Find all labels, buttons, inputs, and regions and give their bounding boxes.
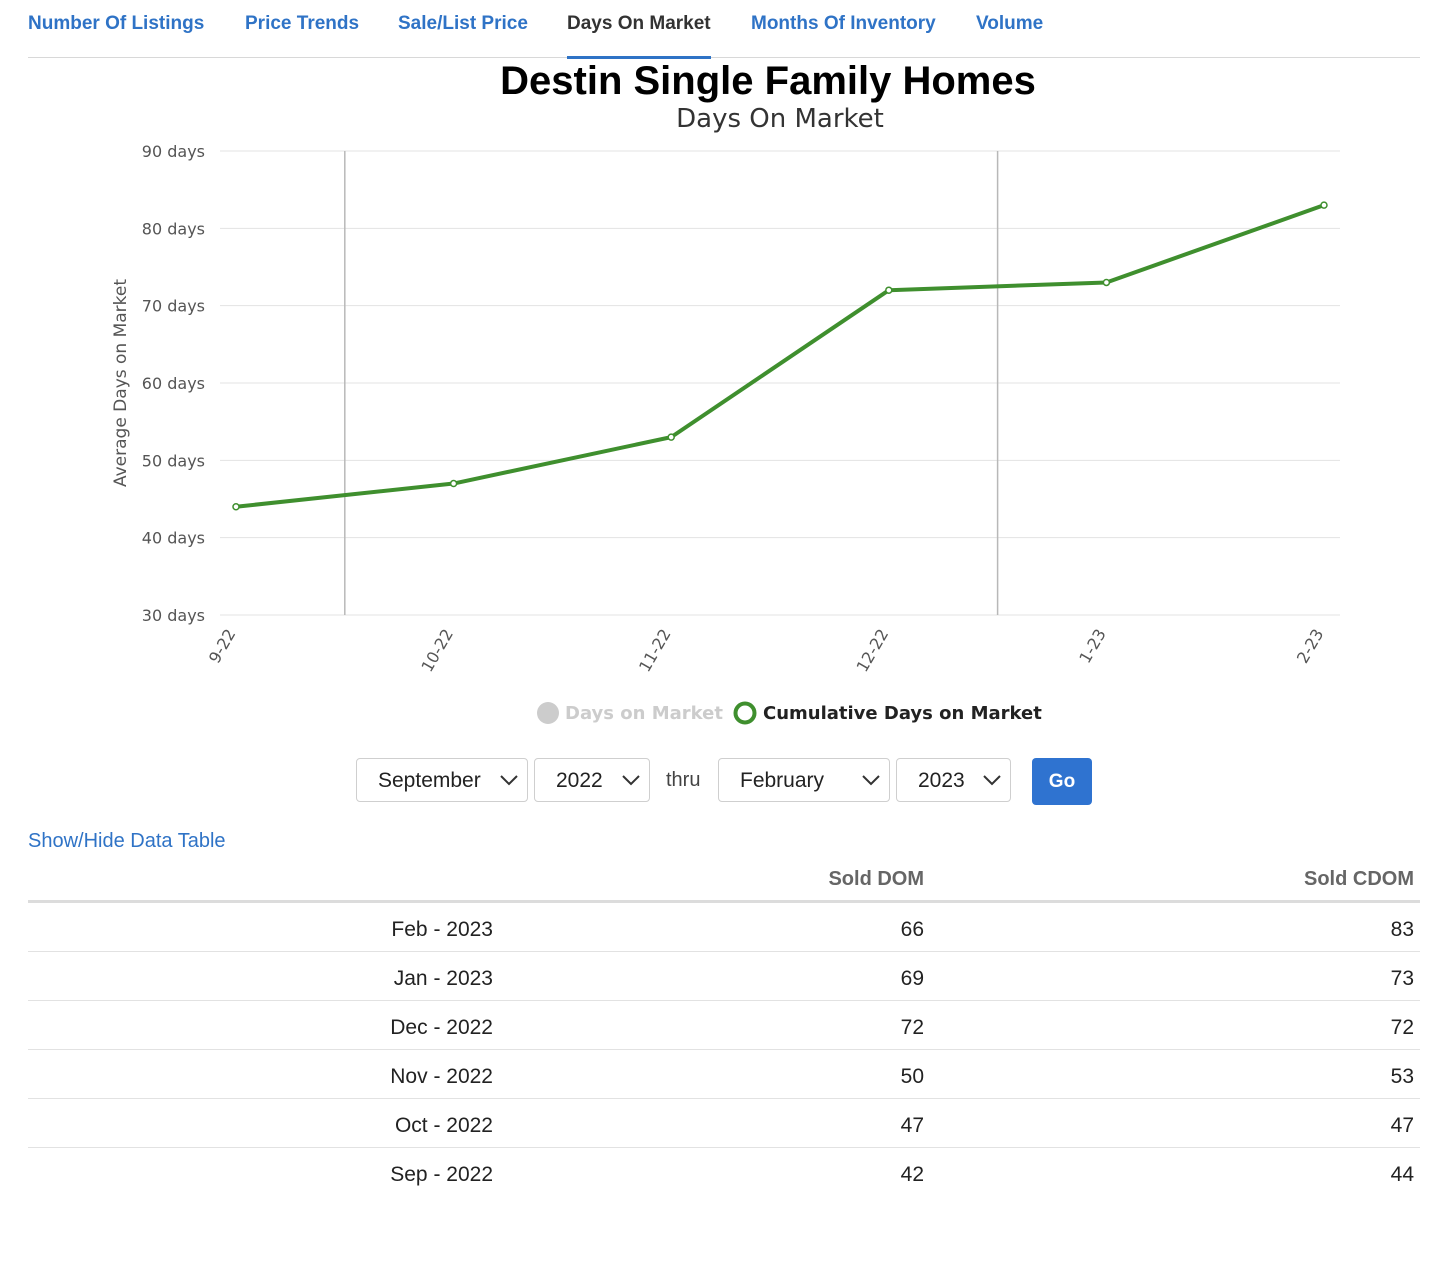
- data-point: [885, 286, 893, 294]
- row-month: Dec - 2022: [390, 1016, 493, 1039]
- row-sold-dom: 72: [900, 1016, 924, 1039]
- legend-marker-days-on-market: [537, 702, 559, 724]
- x-tick-label: 9-22: [205, 626, 240, 667]
- days-on-market-chart: Destin Single Family Homes Days On Marke…: [111, 59, 1340, 725]
- x-tick-label: 1-23: [1075, 626, 1110, 667]
- to-month-value: February: [740, 769, 825, 792]
- row-month: Nov - 2022: [390, 1065, 493, 1088]
- from-year-value: 2022: [556, 769, 603, 792]
- tab-price-trends[interactable]: Price Trends: [245, 13, 360, 34]
- tab-days-on-market[interactable]: Days On Market: [567, 13, 711, 59]
- from-month-select[interactable]: September: [356, 758, 528, 802]
- row-month: Jan - 2023: [393, 967, 493, 990]
- legend-days-on-market[interactable]: Days on Market: [537, 702, 723, 724]
- table-row: Nov - 2022 50 53: [28, 1050, 1420, 1099]
- legend-label-days-on-market: Days on Market: [565, 703, 723, 724]
- data-point: [667, 433, 675, 441]
- data-point: [449, 479, 458, 488]
- row-sold-dom: 47: [900, 1114, 924, 1137]
- header-sold-dom: Sold DOM: [828, 868, 924, 890]
- y-tick-label: 60 days: [142, 374, 205, 393]
- x-tick-label: 12-22: [853, 626, 893, 676]
- row-sold-cdom: 73: [1390, 967, 1414, 990]
- chevron-down-icon: [983, 775, 1001, 786]
- legend-cumulative-days-on-market[interactable]: Cumulative Days on Market: [733, 701, 1043, 725]
- data-table: Sold DOM Sold CDOM Feb - 2023 66 83 Jan …: [28, 858, 1420, 1197]
- series-line: [235, 203, 1325, 509]
- chevron-down-icon: [500, 775, 518, 786]
- row-sold-dom: 42: [900, 1163, 924, 1186]
- date-range-controls: September 2022 thru February 2023 Go: [0, 758, 1450, 806]
- table-row: Dec - 2022 72 72: [28, 1001, 1420, 1050]
- y-axis-ticks: 30 days 40 days 50 days 60 days 70 days 80 da…: [142, 142, 205, 625]
- row-month: Feb - 2023: [391, 918, 493, 941]
- chart-title: Destin Single Family Homes: [500, 59, 1036, 103]
- data-point: [232, 502, 240, 511]
- x-tick-label: 10-22: [417, 626, 457, 676]
- chevron-down-icon: [862, 775, 880, 786]
- go-button[interactable]: Go: [1032, 758, 1092, 805]
- row-sold-cdom: 44: [1390, 1163, 1414, 1186]
- table-header: Sold DOM Sold CDOM: [28, 858, 1420, 903]
- table-row: Sep - 2022 42 44: [28, 1148, 1420, 1197]
- to-year-value: 2023: [918, 769, 965, 792]
- chevron-down-icon: [622, 775, 640, 786]
- to-year-select[interactable]: 2023: [896, 758, 1011, 802]
- data-point: [1320, 201, 1328, 209]
- chart-series: [232, 201, 1328, 511]
- row-sold-dom: 66: [900, 918, 924, 941]
- tab-sale-list-price[interactable]: Sale/List Price: [398, 13, 528, 34]
- y-axis-title: Average Days on Market: [111, 279, 131, 487]
- row-sold-cdom: 72: [1390, 1016, 1414, 1039]
- header-sold-cdom: Sold CDOM: [1304, 868, 1414, 890]
- x-axis-ticks: 9-22 10-22 11-22 12-22 1-23 2-23: [205, 626, 1328, 676]
- row-sold-dom: 50: [900, 1065, 924, 1088]
- y-tick-label: 30 days: [142, 606, 205, 625]
- row-sold-dom: 69: [900, 967, 924, 990]
- chart-tabs: Number Of Listings Price Trends Sale/Lis…: [28, 0, 1420, 59]
- legend-label-cumulative: Cumulative Days on Market: [763, 703, 1042, 724]
- tab-number-of-listings[interactable]: Number Of Listings: [28, 13, 205, 34]
- from-month-value: September: [378, 769, 481, 792]
- x-tick-label: 11-22: [635, 626, 675, 676]
- legend-marker-cumulative: [733, 701, 757, 725]
- thru-label: thru: [666, 769, 701, 791]
- row-month: Sep - 2022: [390, 1163, 493, 1186]
- chart-legend: Days on Market Cumulative Days on Market: [537, 701, 1043, 725]
- to-month-select[interactable]: February: [718, 758, 890, 802]
- table-row: Oct - 2022 47 47: [28, 1099, 1420, 1148]
- table-row: Feb - 2023 66 83: [28, 903, 1420, 952]
- row-sold-cdom: 53: [1390, 1065, 1414, 1088]
- tab-months-of-inventory[interactable]: Months Of Inventory: [751, 13, 936, 34]
- y-tick-label: 90 days: [142, 142, 205, 161]
- row-sold-cdom: 47: [1390, 1114, 1414, 1137]
- data-point: [1102, 278, 1111, 287]
- tab-volume[interactable]: Volume: [976, 13, 1044, 34]
- y-tick-label: 50 days: [142, 451, 205, 470]
- row-sold-cdom: 83: [1390, 918, 1414, 941]
- y-tick-label: 80 days: [142, 219, 205, 238]
- chart-subtitle: Days On Market: [676, 104, 884, 134]
- table-row: Jan - 2023 69 73: [28, 952, 1420, 1001]
- row-month: Oct - 2022: [394, 1114, 493, 1137]
- y-tick-label: 70 days: [142, 297, 205, 316]
- x-tick-label: 2-23: [1293, 626, 1328, 667]
- y-tick-label: 40 days: [142, 529, 205, 548]
- show-hide-data-table-link[interactable]: Show/Hide Data Table: [28, 830, 226, 852]
- from-year-select[interactable]: 2022: [534, 758, 650, 802]
- chart-gridlines: [220, 150, 1340, 616]
